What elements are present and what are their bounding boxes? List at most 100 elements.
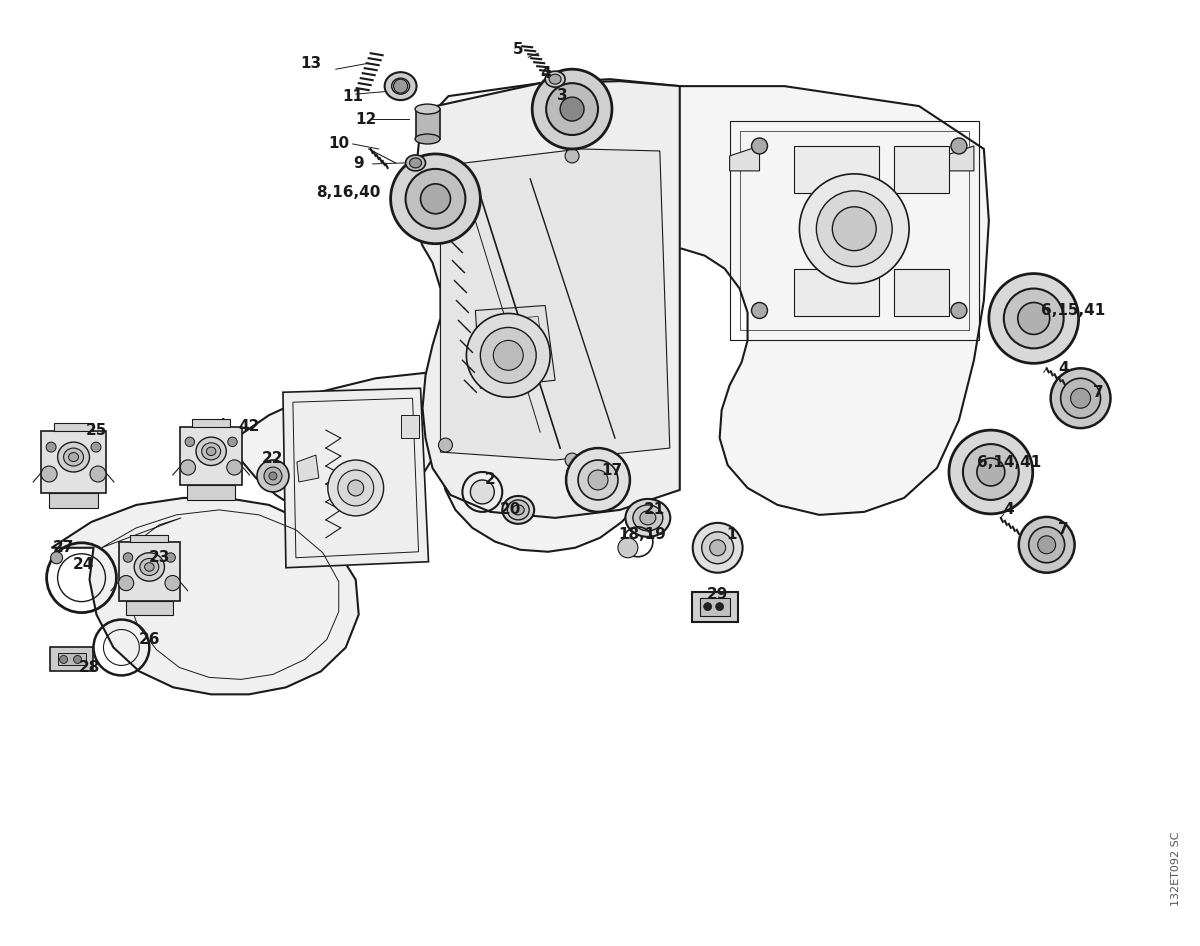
Circle shape xyxy=(751,303,768,319)
Polygon shape xyxy=(894,269,949,317)
Ellipse shape xyxy=(391,79,409,94)
Circle shape xyxy=(709,540,726,555)
Circle shape xyxy=(1051,368,1110,429)
Text: 28: 28 xyxy=(79,660,100,674)
Text: 13: 13 xyxy=(300,56,322,71)
Circle shape xyxy=(470,480,494,504)
Polygon shape xyxy=(119,542,180,601)
Circle shape xyxy=(337,470,373,506)
Circle shape xyxy=(833,207,876,251)
Ellipse shape xyxy=(196,437,227,465)
Circle shape xyxy=(566,448,630,512)
Ellipse shape xyxy=(415,104,440,114)
Text: 2: 2 xyxy=(485,472,496,487)
Circle shape xyxy=(532,69,612,149)
Circle shape xyxy=(702,532,733,564)
Text: 7: 7 xyxy=(1058,522,1069,537)
Circle shape xyxy=(328,460,384,516)
Text: 12: 12 xyxy=(355,112,377,127)
Circle shape xyxy=(394,79,408,93)
Text: 4: 4 xyxy=(1058,360,1069,376)
Circle shape xyxy=(751,138,768,154)
Circle shape xyxy=(91,442,101,452)
Circle shape xyxy=(692,523,743,572)
Circle shape xyxy=(124,552,133,562)
Ellipse shape xyxy=(134,552,164,581)
Text: 27: 27 xyxy=(53,540,74,555)
Ellipse shape xyxy=(512,505,524,515)
Ellipse shape xyxy=(385,72,416,100)
Polygon shape xyxy=(49,493,98,508)
Circle shape xyxy=(1070,388,1091,408)
Ellipse shape xyxy=(144,563,154,571)
Circle shape xyxy=(164,575,180,590)
Text: 25: 25 xyxy=(85,423,107,438)
Text: 22: 22 xyxy=(263,450,283,465)
Polygon shape xyxy=(296,455,319,482)
Text: 132ET092 SC: 132ET092 SC xyxy=(1171,832,1181,906)
Circle shape xyxy=(391,154,480,244)
Circle shape xyxy=(180,460,196,475)
Circle shape xyxy=(715,603,724,610)
Text: 26: 26 xyxy=(138,632,160,647)
Text: 4: 4 xyxy=(1003,502,1014,517)
Polygon shape xyxy=(49,647,94,672)
Text: 23: 23 xyxy=(149,551,170,566)
Circle shape xyxy=(816,191,892,267)
Polygon shape xyxy=(187,485,235,499)
Polygon shape xyxy=(126,601,173,615)
Circle shape xyxy=(962,444,1019,499)
Circle shape xyxy=(348,480,364,496)
Circle shape xyxy=(1019,517,1075,572)
Polygon shape xyxy=(41,431,106,493)
Ellipse shape xyxy=(202,443,221,460)
Circle shape xyxy=(1028,527,1064,563)
Text: 6,15,41: 6,15,41 xyxy=(1042,303,1105,318)
Circle shape xyxy=(799,174,910,284)
Text: 42: 42 xyxy=(239,419,259,433)
Text: 17: 17 xyxy=(601,463,623,478)
Text: 7: 7 xyxy=(1093,385,1104,400)
Ellipse shape xyxy=(508,499,529,520)
Circle shape xyxy=(588,470,608,490)
Circle shape xyxy=(166,552,175,562)
Text: 24: 24 xyxy=(73,557,95,572)
Circle shape xyxy=(264,467,282,485)
Polygon shape xyxy=(730,146,760,171)
Circle shape xyxy=(703,603,712,610)
Circle shape xyxy=(546,83,598,135)
Circle shape xyxy=(560,97,584,121)
Circle shape xyxy=(977,458,1004,486)
Circle shape xyxy=(467,313,550,397)
Circle shape xyxy=(578,460,618,499)
Circle shape xyxy=(1018,303,1050,334)
Ellipse shape xyxy=(140,558,158,575)
Ellipse shape xyxy=(206,447,216,456)
Polygon shape xyxy=(691,591,738,622)
Ellipse shape xyxy=(415,134,440,144)
Circle shape xyxy=(950,303,967,319)
Ellipse shape xyxy=(545,71,565,87)
Text: 11: 11 xyxy=(342,89,364,104)
Ellipse shape xyxy=(406,155,426,171)
Circle shape xyxy=(227,460,242,475)
Circle shape xyxy=(950,138,967,154)
Circle shape xyxy=(1061,378,1100,418)
Circle shape xyxy=(228,437,238,447)
Polygon shape xyxy=(415,79,989,515)
Circle shape xyxy=(565,453,580,467)
Circle shape xyxy=(406,169,466,229)
Circle shape xyxy=(50,552,62,564)
Circle shape xyxy=(269,472,277,480)
Circle shape xyxy=(41,466,58,482)
Polygon shape xyxy=(415,109,440,139)
Circle shape xyxy=(1038,535,1056,553)
Ellipse shape xyxy=(409,158,421,167)
Circle shape xyxy=(257,460,289,492)
Text: 4: 4 xyxy=(540,65,551,80)
Polygon shape xyxy=(894,146,949,193)
Circle shape xyxy=(90,466,106,482)
Circle shape xyxy=(618,538,638,558)
Polygon shape xyxy=(54,423,94,431)
Ellipse shape xyxy=(503,496,534,524)
